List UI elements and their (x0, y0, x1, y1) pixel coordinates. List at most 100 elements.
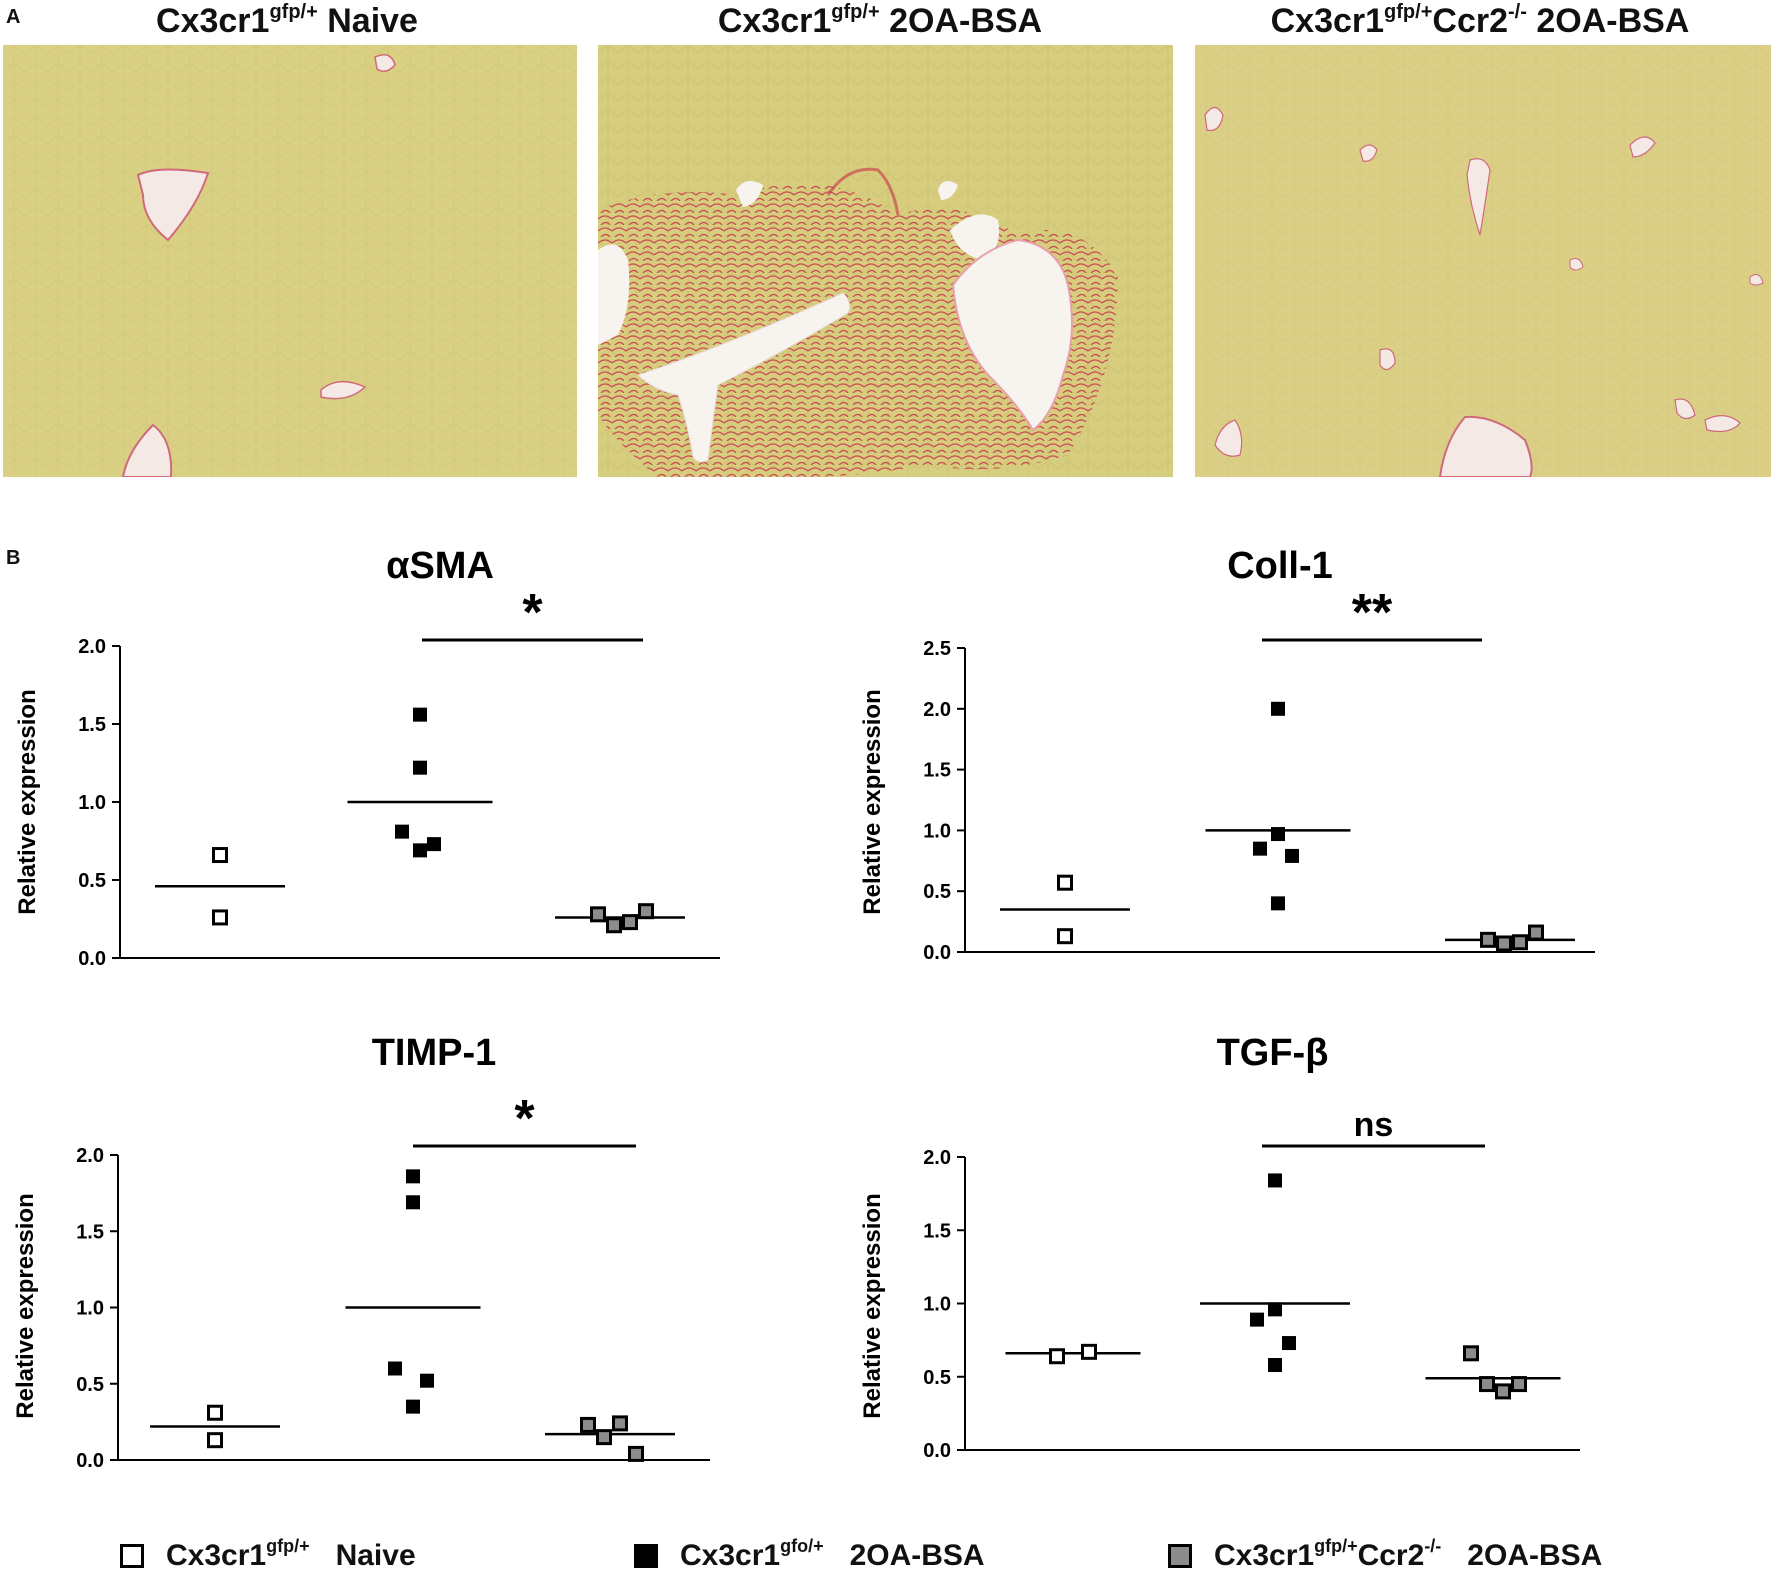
data-point (606, 917, 622, 934)
micrograph-2oa-bsa (598, 45, 1173, 477)
significance-label: * (514, 1090, 535, 1148)
data-point (1271, 701, 1285, 716)
legend-item-naive: Cx3cr1 gfp/+ Naive (120, 1535, 416, 1574)
title-rest: Ccr2 (1432, 2, 1508, 40)
y-tick-label: 2.0 (76, 1145, 104, 1167)
significance-label: ns (1354, 1106, 1394, 1144)
data-point (207, 1404, 223, 1421)
data-point (212, 909, 228, 926)
data-point (413, 843, 427, 858)
micrograph-title-2oa-bsa: Cx3cr1gfp/+ 2OA-BSA (590, 0, 1170, 41)
title-base: Cx3cr1 (156, 2, 270, 40)
y-tick-label: 0.0 (923, 942, 951, 964)
title-sup2: -/- (1508, 0, 1527, 23)
data-point (1268, 1302, 1282, 1317)
data-point (1496, 935, 1512, 952)
data-point (1528, 924, 1544, 941)
data-point (413, 760, 427, 775)
title-sup: gfp/+ (1384, 0, 1433, 23)
legend-filled-square-icon (634, 1544, 658, 1568)
data-point (1480, 931, 1496, 948)
y-tick-label: 2.0 (78, 636, 106, 658)
y-tick-label: 0.5 (78, 870, 106, 892)
data-point (406, 1399, 420, 1414)
data-point (628, 1445, 644, 1462)
title-base: Cx3cr1 (1270, 2, 1385, 40)
data-point (1495, 1383, 1511, 1400)
y-tick-label: 1.0 (923, 820, 951, 842)
title-rest: Naive (317, 2, 418, 40)
legend-rest: 2OA-BSA (1467, 1539, 1603, 1572)
data-point (212, 847, 228, 864)
y-tick-label: 0.5 (76, 1374, 104, 1396)
chart-title: TIMP-1 (372, 1032, 497, 1074)
legend-base: Cx3cr1 (166, 1539, 267, 1572)
legend-sup: gfo/+ (780, 1535, 824, 1556)
y-axis-label: Relative expression (12, 1193, 39, 1418)
data-point (1271, 827, 1285, 842)
legend-item-ccr2-ko: Cx3cr1 gfp/+ Ccr2 -/- 2OA-BSA (1168, 1535, 1603, 1574)
title-sup: gfp/+ (831, 0, 880, 23)
data-point (427, 837, 441, 852)
data-point (612, 1415, 628, 1432)
micrograph-naive (3, 45, 577, 477)
legend-gray-square-icon (1168, 1544, 1192, 1568)
significance-label: * (522, 584, 543, 642)
data-point (1057, 874, 1073, 891)
legend-base2: Ccr2 (1357, 1539, 1425, 1572)
legend-open-square-icon (120, 1544, 144, 1568)
data-point (622, 914, 638, 931)
micrograph-title-naive: Cx3cr1gfp/+ Naive (2, 0, 572, 41)
title-sup: gfp/+ (269, 0, 318, 23)
y-tick-label: 0.5 (923, 881, 951, 903)
data-point (1285, 848, 1299, 863)
data-point (596, 1429, 612, 1446)
y-tick-label: 1.0 (76, 1298, 104, 1320)
micrograph-ccr2-ko (1195, 45, 1771, 477)
data-point (1479, 1376, 1495, 1393)
y-tick-label: 1.0 (78, 792, 106, 814)
legend-sup2: -/- (1424, 1535, 1442, 1556)
chart-title: TGF-β (1217, 1032, 1329, 1074)
title-base: Cx3cr1 (717, 2, 832, 40)
data-point (1268, 1358, 1282, 1373)
y-tick-label: 2.5 (923, 638, 951, 660)
legend-base: Cx3cr1 (1214, 1539, 1315, 1572)
y-tick-label: 1.5 (76, 1221, 104, 1243)
y-tick-label: 0.5 (923, 1367, 951, 1389)
title-rest: 2OA-BSA (879, 2, 1043, 40)
data-point (420, 1373, 434, 1388)
data-point (1081, 1343, 1097, 1360)
y-tick-label: 1.0 (923, 1294, 951, 1316)
data-point (1282, 1336, 1296, 1351)
legend-base: Cx3cr1 (680, 1539, 781, 1572)
data-point (580, 1416, 596, 1433)
significance-label: ** (1352, 584, 1393, 642)
chart-title: αSMA (386, 545, 494, 587)
data-point (388, 1361, 402, 1376)
legend-rest: Naive (335, 1539, 416, 1572)
data-point (406, 1195, 420, 1210)
y-axis-label: Relative expression (859, 1193, 886, 1418)
y-tick-label: 0.0 (923, 1440, 951, 1462)
data-point (638, 903, 654, 920)
data-point (1268, 1173, 1282, 1188)
data-point (1250, 1312, 1264, 1327)
legend-item-2oa-bsa: Cx3cr1 gfo/+ 2OA-BSA (634, 1535, 985, 1574)
data-point (1271, 896, 1285, 911)
title-rest2: 2OA-BSA (1526, 2, 1690, 40)
data-point (590, 906, 606, 923)
data-point (395, 824, 409, 839)
data-point (1253, 841, 1267, 856)
data-point (1512, 934, 1528, 951)
y-tick-label: 2.0 (923, 1147, 951, 1169)
data-point (406, 1169, 420, 1184)
data-point (1511, 1376, 1527, 1393)
legend-sup: gfp/+ (266, 1535, 310, 1556)
data-point (1463, 1345, 1479, 1362)
y-tick-label: 2.0 (923, 699, 951, 721)
micrograph-title-ccr2-ko: Cx3cr1gfp/+Ccr2-/- 2OA-BSA (1190, 0, 1770, 41)
legend-sup: gfp/+ (1314, 1535, 1358, 1556)
y-tick-label: 0.0 (76, 1450, 104, 1472)
